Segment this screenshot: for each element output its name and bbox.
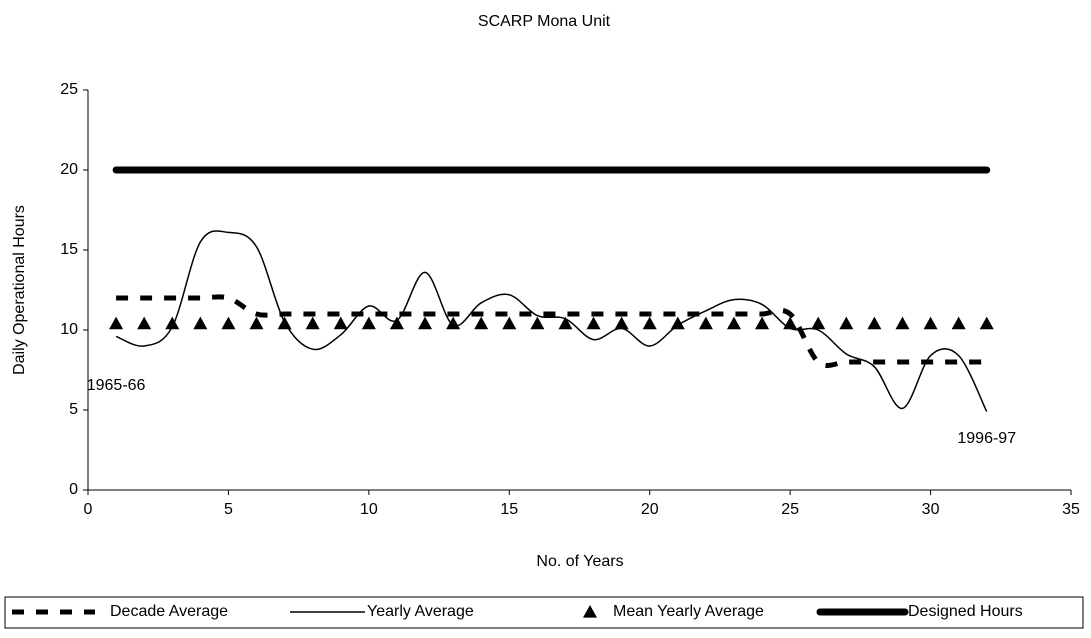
marker	[698, 316, 713, 330]
marker	[446, 316, 461, 330]
marker	[951, 316, 966, 330]
marker	[923, 316, 938, 330]
y-tick-label: 25	[60, 81, 78, 98]
x-tick-label: 10	[360, 501, 378, 518]
y-tick-label: 5	[69, 401, 78, 418]
legend-label: Decade Average	[110, 603, 228, 620]
marker	[586, 316, 601, 330]
marker	[474, 316, 489, 330]
marker	[361, 316, 376, 330]
annotation: 1965-66	[87, 377, 146, 394]
marker	[277, 316, 292, 330]
x-tick-label: 5	[224, 501, 233, 518]
legend-marker	[583, 605, 597, 618]
series-line	[116, 294, 987, 369]
marker	[333, 316, 348, 330]
marker	[249, 316, 264, 330]
marker	[221, 316, 236, 330]
x-tick-label: 35	[1062, 501, 1080, 518]
x-tick-label: 15	[500, 501, 518, 518]
marker	[642, 316, 657, 330]
marker	[165, 316, 180, 330]
marker	[895, 316, 910, 330]
y-tick-label: 15	[60, 241, 78, 258]
marker	[811, 316, 826, 330]
marker	[755, 316, 770, 330]
marker	[726, 316, 741, 330]
y-tick-label: 10	[60, 321, 78, 338]
x-tick-label: 0	[84, 501, 93, 518]
marker	[839, 316, 854, 330]
x-tick-label: 30	[922, 501, 940, 518]
marker	[193, 316, 208, 330]
marker	[502, 316, 517, 330]
marker	[867, 316, 882, 330]
marker	[389, 316, 404, 330]
marker	[783, 316, 798, 330]
marker	[558, 316, 573, 330]
legend-label: Yearly Average	[367, 603, 474, 620]
x-tick-label: 25	[781, 501, 799, 518]
marker	[614, 316, 629, 330]
x-tick-label: 20	[641, 501, 659, 518]
marker	[670, 316, 685, 330]
y-tick-label: 20	[60, 161, 78, 178]
series-line	[115, 230, 988, 412]
x-axis-title: No. of Years	[536, 553, 623, 570]
legend-label: Mean Yearly Average	[613, 603, 764, 620]
chart-title: SCARP Mona Unit	[478, 13, 611, 30]
y-axis-title: Daily Operational Hours	[11, 205, 28, 375]
legend-box	[4, 596, 1084, 629]
marker	[530, 316, 545, 330]
legend-label: Designed Hours	[908, 603, 1023, 620]
marker	[137, 316, 152, 330]
y-tick-label: 0	[69, 481, 78, 498]
marker	[979, 316, 994, 330]
marker	[418, 316, 433, 330]
annotation: 1996-97	[957, 430, 1016, 447]
marker	[109, 316, 124, 330]
marker	[305, 316, 320, 330]
